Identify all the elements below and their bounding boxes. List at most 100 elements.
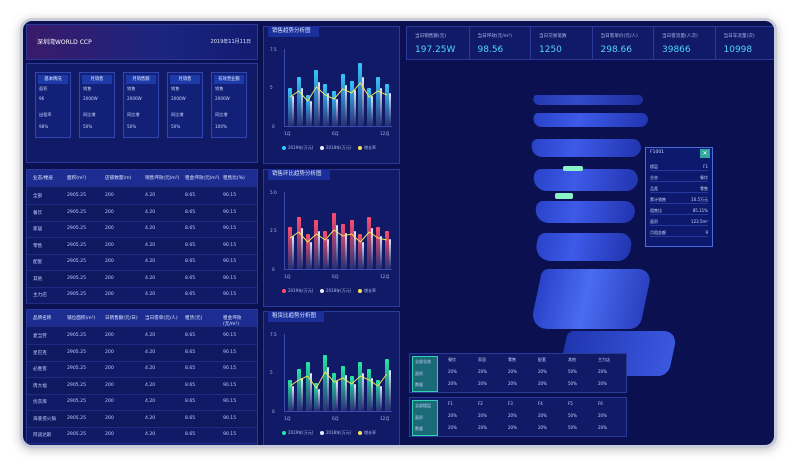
chart-bar[interactable] bbox=[309, 372, 312, 411]
chart-bar[interactable] bbox=[336, 98, 338, 126]
chart-bar[interactable] bbox=[349, 376, 354, 411]
popup-title: F1001 bbox=[650, 150, 665, 155]
table-row[interactable]: 零售 2905.25 200 4.20 8.65 90.15 bbox=[27, 237, 257, 255]
table-row[interactable]: 海底捞火锅 2905.25 200 4.20 8.65 90.15 bbox=[27, 410, 257, 428]
chart-bar[interactable] bbox=[388, 93, 391, 126]
chart-bar[interactable] bbox=[296, 369, 301, 411]
chart-bar[interactable] bbox=[384, 230, 389, 269]
chart-bar[interactable] bbox=[323, 84, 328, 126]
table-row[interactable]: 必胜客 2905.25 200 4.20 8.65 90.15 bbox=[27, 361, 257, 378]
chart-bar[interactable] bbox=[327, 93, 330, 126]
stat-label: 当日坪效(元/m²) bbox=[477, 34, 512, 39]
chart-bar[interactable] bbox=[376, 227, 380, 269]
table-row[interactable]: 家居 2905.25 200 4.20 8.65 90.15 bbox=[27, 221, 257, 238]
table-row[interactable]: 麦当劳 2905.25 200 4.20 8.65 90.15 bbox=[27, 328, 257, 345]
chart-bar[interactable] bbox=[336, 225, 338, 269]
chart-bar[interactable] bbox=[344, 84, 347, 126]
chart-bar[interactable] bbox=[296, 216, 301, 269]
filter-button[interactable]: 全部业态 面积 数量 bbox=[412, 356, 438, 392]
chart-bar[interactable] bbox=[323, 355, 328, 411]
chart-bar[interactable] bbox=[344, 233, 347, 269]
chart-bar[interactable] bbox=[380, 87, 382, 126]
chart-bar[interactable] bbox=[292, 386, 294, 411]
table-row[interactable]: 周大福 2905.25 200 4.20 8.65 90.15 bbox=[27, 377, 257, 395]
chart-bar[interactable] bbox=[371, 95, 374, 126]
chart-bar[interactable] bbox=[296, 77, 301, 126]
chart-bar[interactable] bbox=[288, 87, 292, 126]
chart-bar[interactable] bbox=[309, 101, 312, 126]
chart-bar[interactable] bbox=[367, 87, 372, 126]
chart-bar[interactable] bbox=[314, 220, 319, 269]
summary-card[interactable]: 月销售 销售 2000W 同比增 50% bbox=[167, 72, 203, 138]
popup-key: 品类 bbox=[650, 186, 658, 191]
chart-bar[interactable] bbox=[362, 241, 365, 269]
chart-bar[interactable] bbox=[349, 220, 354, 269]
table-row[interactable]: 阿迪达斯 2905.25 200 4.20 8.65 90.15 bbox=[27, 427, 257, 444]
chart-bar[interactable] bbox=[353, 230, 356, 269]
chart-bar[interactable] bbox=[380, 386, 382, 411]
table-row[interactable]: 星巴克 2905.25 200 4.20 8.65 90.15 bbox=[27, 344, 257, 362]
chart-bar[interactable] bbox=[292, 95, 294, 126]
chart-bar[interactable] bbox=[384, 358, 389, 411]
chart-bar[interactable] bbox=[292, 236, 294, 269]
table-row[interactable]: 全部 2905.25 200 4.20 8.65 90.15 bbox=[27, 188, 257, 205]
chart-bar[interactable] bbox=[314, 383, 319, 411]
chart-bar[interactable] bbox=[314, 70, 319, 126]
chart-bar[interactable] bbox=[323, 230, 328, 269]
chart-bar[interactable] bbox=[362, 372, 365, 411]
chart-bar[interactable] bbox=[371, 378, 374, 411]
chart-bar[interactable] bbox=[353, 383, 356, 411]
chart-bar[interactable] bbox=[358, 362, 363, 411]
chart-bar[interactable] bbox=[353, 90, 356, 126]
chart-bar[interactable] bbox=[336, 380, 338, 411]
chart-bar[interactable] bbox=[300, 378, 303, 411]
chart-bar[interactable] bbox=[305, 362, 310, 411]
chart-bar[interactable] bbox=[380, 236, 382, 269]
chart-bar[interactable] bbox=[349, 80, 354, 126]
chart-bar[interactable] bbox=[305, 94, 310, 126]
chart-bar[interactable] bbox=[305, 234, 310, 269]
chart-bar[interactable] bbox=[358, 63, 363, 126]
table-row[interactable]: 餐饮 2905.25 200 4.20 8.65 90.15 bbox=[27, 204, 257, 222]
summary-card[interactable]: 有效营业额 销售 2000W 同比增 100% bbox=[211, 72, 247, 138]
chart-bar[interactable] bbox=[309, 241, 312, 269]
summary-card[interactable]: 月销售额 销售 2000W 同比增 50% bbox=[123, 72, 159, 138]
chart-bar[interactable] bbox=[327, 238, 330, 269]
chart-bar[interactable] bbox=[288, 379, 292, 411]
chart-bar[interactable] bbox=[327, 367, 330, 411]
chart-bar[interactable] bbox=[288, 227, 292, 269]
chart-bar[interactable] bbox=[376, 77, 380, 126]
chart-bar[interactable] bbox=[332, 91, 336, 126]
chart-bar[interactable] bbox=[332, 372, 336, 411]
chart-bar[interactable] bbox=[332, 213, 336, 269]
chart-bar[interactable] bbox=[300, 227, 303, 269]
chart-bar[interactable] bbox=[318, 389, 321, 411]
chart-bar[interactable] bbox=[376, 379, 380, 411]
table-row[interactable]: 其他 2905.25 200 4.20 8.65 90.15 bbox=[27, 270, 257, 288]
filter-button[interactable]: 全部楼层 面积 数量 bbox=[412, 400, 438, 436]
table-row[interactable]: 主力店 2905.25 200 4.20 8.65 90.15 bbox=[27, 287, 257, 304]
chart-bar[interactable] bbox=[340, 73, 345, 126]
chart-bar[interactable] bbox=[367, 216, 372, 269]
chart-bar[interactable] bbox=[367, 369, 372, 411]
summary-card[interactable]: 月销售 销售 2000W 同比增 50% bbox=[79, 72, 115, 138]
chart-bar[interactable] bbox=[300, 87, 303, 126]
chart-bar[interactable] bbox=[318, 230, 321, 269]
chart-bar[interactable] bbox=[358, 234, 363, 269]
table-header: 业态/楼层 面积(m²) 店铺数量(m) 销售坪效(元/m²) 租金坪效(元/m²) 租售… bbox=[27, 170, 257, 187]
summary-card[interactable]: 基本情况 面积 96 出租率 98% bbox=[35, 72, 71, 138]
chart-bar[interactable] bbox=[362, 76, 365, 126]
table-cell: 8.65 bbox=[185, 193, 196, 198]
chart-bar[interactable] bbox=[340, 365, 345, 411]
chart-bar[interactable] bbox=[388, 369, 391, 411]
chart-bar[interactable] bbox=[388, 238, 391, 269]
chart-bar[interactable] bbox=[371, 227, 374, 269]
chart-bar[interactable] bbox=[340, 223, 345, 269]
chart-bar[interactable] bbox=[384, 84, 389, 126]
close-icon[interactable]: ✕ bbox=[700, 149, 710, 158]
building-3d-map[interactable] bbox=[503, 91, 703, 381]
chart-bar[interactable] bbox=[344, 375, 347, 411]
table-row[interactable]: 配套 2905.25 200 4.20 8.65 90.15 bbox=[27, 254, 257, 271]
chart-bar[interactable] bbox=[318, 82, 321, 126]
table-row[interactable]: 优衣库 2905.25 200 4.20 8.65 90.15 bbox=[27, 394, 257, 411]
